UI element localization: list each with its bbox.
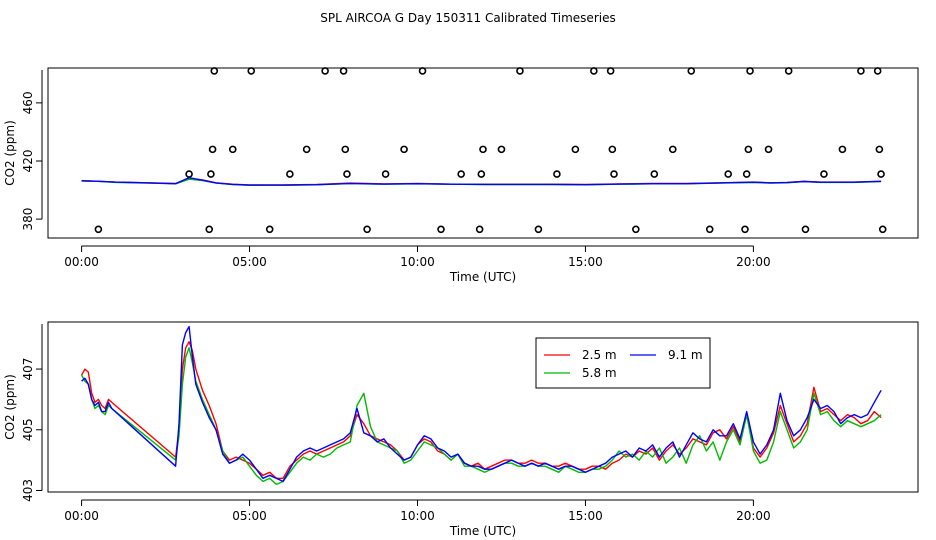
y-tick-label: 380 bbox=[21, 208, 35, 231]
calibration-marker bbox=[838, 145, 847, 154]
calibration-marker bbox=[687, 67, 696, 75]
calibration-marker bbox=[608, 145, 617, 154]
legend-box bbox=[535, 337, 711, 389]
calibration-marker bbox=[724, 170, 733, 178]
y-tick-label: 420 bbox=[21, 150, 35, 173]
calibration-marker bbox=[477, 170, 486, 178]
calibration-marker bbox=[381, 170, 390, 178]
series-line-9-1-m bbox=[81, 176, 882, 186]
x-tick-label: 15:00 bbox=[568, 509, 603, 523]
calibration-marker bbox=[497, 145, 506, 154]
bottom-x-axis-label: Time (UTC) bbox=[449, 524, 516, 538]
calibration-marker bbox=[185, 170, 193, 178]
calibration-marker bbox=[878, 225, 887, 234]
bottom-series-lines bbox=[80, 325, 882, 486]
top-y-axis-label: CO2 (ppm) bbox=[3, 120, 17, 186]
bottom-panel: 403 405 407 00:00 05:00 10:00 15:00 20:00 Time… bbox=[3, 321, 919, 538]
series-line-5-8-m bbox=[80, 347, 882, 486]
top-series-lines bbox=[81, 176, 882, 187]
legend: 2.5 m 5.8 m 9.1 m bbox=[535, 337, 711, 389]
calibration-marker bbox=[479, 145, 487, 154]
bottom-plot-frame bbox=[47, 321, 919, 493]
calibration-marker bbox=[534, 225, 543, 234]
legend-label-9-1m: 9.1 m bbox=[668, 348, 703, 362]
y-tick-label: 460 bbox=[21, 91, 35, 114]
calibration-marker bbox=[343, 170, 351, 178]
x-tick-label: 05:00 bbox=[232, 509, 267, 523]
calibration-marker bbox=[668, 145, 677, 154]
top-plot-frame bbox=[47, 67, 919, 239]
calibration-marker bbox=[228, 145, 237, 154]
x-tick-label: 10:00 bbox=[400, 255, 435, 269]
x-tick-label: 15:00 bbox=[568, 255, 603, 269]
calibration-marker bbox=[341, 145, 350, 154]
top-panel: 380 420 460 00:00 05:00 10:00 15:00 20:00 Time… bbox=[3, 67, 919, 284]
top-calibration-markers bbox=[94, 67, 887, 234]
calibration-marker bbox=[437, 225, 445, 234]
calibration-marker bbox=[286, 170, 294, 178]
calibration-marker bbox=[265, 225, 274, 234]
y-tick-label: 403 bbox=[21, 479, 35, 502]
calibration-marker bbox=[590, 67, 598, 75]
calibration-marker bbox=[650, 170, 659, 178]
calibration-marker bbox=[857, 67, 865, 75]
calibration-marker bbox=[744, 145, 753, 154]
calibration-marker bbox=[746, 67, 754, 75]
calibration-marker bbox=[741, 225, 749, 234]
x-tick-label: 00:00 bbox=[64, 255, 99, 269]
calibration-marker bbox=[302, 145, 311, 154]
calibration-marker bbox=[610, 170, 618, 178]
calibration-marker bbox=[606, 67, 615, 75]
calibration-marker bbox=[632, 225, 640, 234]
calibration-marker bbox=[553, 170, 561, 178]
top-y-axis: 380 420 460 bbox=[21, 70, 43, 231]
calibration-marker bbox=[207, 170, 215, 178]
top-x-axis-label: Time (UTC) bbox=[449, 270, 516, 284]
calibration-marker bbox=[94, 225, 103, 234]
calibration-marker bbox=[875, 145, 884, 154]
y-tick-label: 405 bbox=[21, 418, 35, 441]
x-tick-label: 05:00 bbox=[232, 255, 267, 269]
bottom-x-axis: 00:00 05:00 10:00 15:00 20:00 bbox=[64, 499, 771, 523]
calibration-marker bbox=[205, 225, 214, 234]
x-tick-label: 10:00 bbox=[400, 509, 435, 523]
calibration-marker bbox=[877, 170, 885, 178]
calibration-marker bbox=[801, 225, 810, 234]
calibration-marker bbox=[321, 67, 329, 75]
calibration-marker bbox=[208, 145, 217, 154]
x-tick-label: 20:00 bbox=[736, 509, 771, 523]
calibration-marker bbox=[705, 225, 714, 234]
legend-label-2-5m: 2.5 m bbox=[582, 348, 617, 362]
calibration-marker bbox=[247, 67, 256, 75]
legend-label-5-8m: 5.8 m bbox=[582, 366, 617, 380]
calibration-marker bbox=[516, 67, 524, 75]
y-tick-label: 407 bbox=[21, 358, 35, 381]
calibration-marker bbox=[475, 225, 484, 234]
x-tick-label: 00:00 bbox=[64, 509, 99, 523]
calibration-marker bbox=[400, 145, 408, 154]
calibration-marker bbox=[784, 67, 793, 75]
calibration-marker bbox=[363, 225, 371, 234]
calibration-marker bbox=[764, 145, 773, 154]
calibration-marker bbox=[742, 170, 751, 178]
calibration-marker bbox=[873, 67, 882, 75]
figure-title: SPL AIRCOA G Day 150311 Calibrated Times… bbox=[320, 11, 615, 25]
series-line-9-1-m bbox=[81, 325, 882, 483]
calibration-marker bbox=[418, 67, 427, 75]
calibration-marker bbox=[571, 145, 580, 154]
bottom-y-axis-label: CO2 (ppm) bbox=[3, 374, 17, 440]
top-x-axis: 00:00 05:00 10:00 15:00 20:00 bbox=[64, 245, 771, 269]
calibration-marker bbox=[820, 170, 828, 178]
series-line-2-5-m bbox=[80, 341, 882, 479]
calibration-marker bbox=[210, 67, 219, 75]
x-tick-label: 20:00 bbox=[736, 255, 771, 269]
bottom-y-axis: 403 405 407 bbox=[21, 324, 43, 502]
calibration-marker bbox=[339, 67, 348, 75]
calibration-marker bbox=[457, 170, 465, 178]
